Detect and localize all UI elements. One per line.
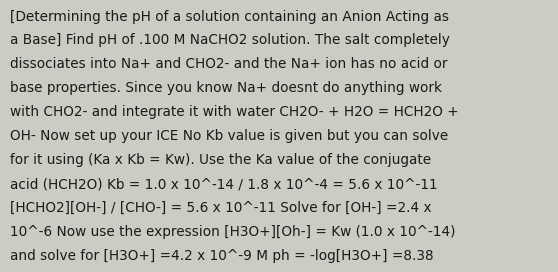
- Text: [Determining the pH of a solution containing an Anion Acting as: [Determining the pH of a solution contai…: [10, 10, 449, 23]
- Text: 10^-6 Now use the expression [H3O+][Oh-] = Kw (1.0 x 10^-14): 10^-6 Now use the expression [H3O+][Oh-]…: [10, 225, 455, 239]
- Text: acid (HCH2O) Kb = 1.0 x 10^-14 / 1.8 x 10^-4 = 5.6 x 10^-11: acid (HCH2O) Kb = 1.0 x 10^-14 / 1.8 x 1…: [10, 177, 437, 191]
- Text: [HCHO2][OH-] / [CHO-] = 5.6 x 10^-11 Solve for [OH-] =2.4 x: [HCHO2][OH-] / [CHO-] = 5.6 x 10^-11 Sol…: [10, 201, 432, 215]
- Text: a Base] Find pH of .100 M NaCHO2 solution. The salt completely: a Base] Find pH of .100 M NaCHO2 solutio…: [10, 33, 450, 47]
- Text: and solve for [H3O+] =4.2 x 10^-9 M ph = -log[H3O+] =8.38: and solve for [H3O+] =4.2 x 10^-9 M ph =…: [10, 249, 434, 263]
- Text: OH- Now set up your ICE No Kb value is given but you can solve: OH- Now set up your ICE No Kb value is g…: [10, 129, 448, 143]
- Text: for it using (Ka x Kb = Kw). Use the Ka value of the conjugate: for it using (Ka x Kb = Kw). Use the Ka …: [10, 153, 431, 167]
- Text: dissociates into Na+ and CHO2- and the Na+ ion has no acid or: dissociates into Na+ and CHO2- and the N…: [10, 57, 448, 71]
- Text: with CHO2- and integrate it with water CH2O- + H2O = HCH2O +: with CHO2- and integrate it with water C…: [10, 105, 459, 119]
- Text: base properties. Since you know Na+ doesnt do anything work: base properties. Since you know Na+ does…: [10, 81, 442, 95]
